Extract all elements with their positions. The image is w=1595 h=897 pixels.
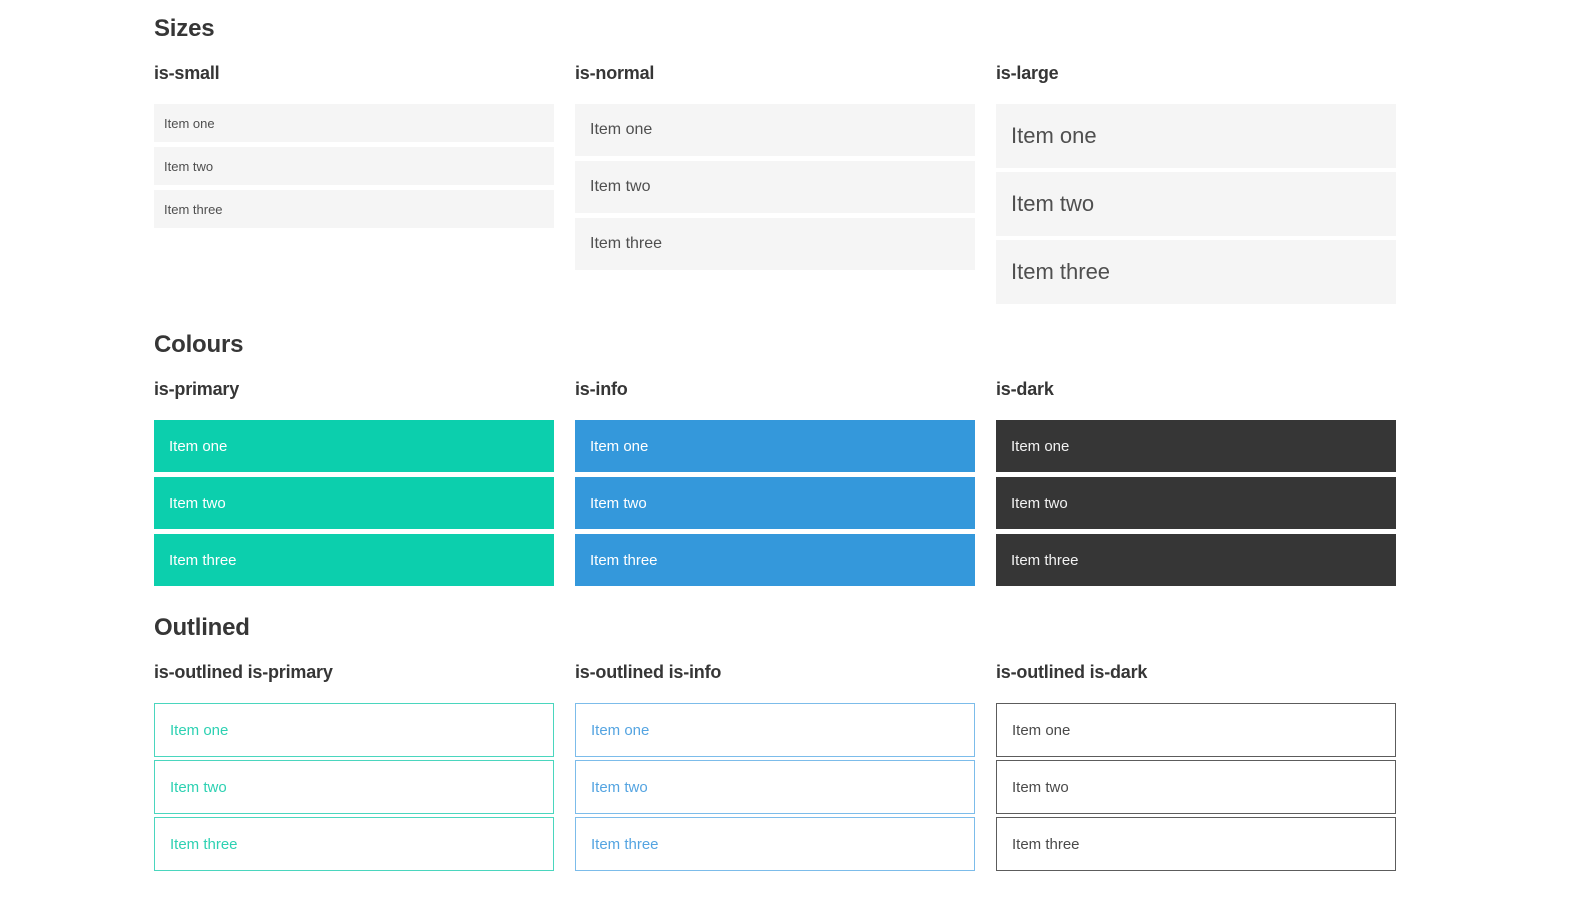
list-item[interactable]: Item two: [996, 172, 1396, 236]
list-item[interactable]: Item three: [996, 534, 1396, 586]
list-item[interactable]: Item two: [154, 477, 554, 529]
column-title: is-outlined is-primary: [154, 662, 333, 682]
list-item[interactable]: Item two: [575, 161, 975, 213]
list-item[interactable]: Item three: [154, 817, 554, 871]
list-item[interactable]: Item one: [996, 703, 1396, 757]
column-outlined-info: is-outlined is-info Item one Item two It…: [575, 661, 975, 874]
list-item[interactable]: Item three: [996, 817, 1396, 871]
column-title: is-dark: [996, 379, 1054, 399]
list-item[interactable]: Item three: [575, 817, 975, 871]
list-item[interactable]: Item three: [575, 534, 975, 586]
column-is-primary: is-primary Item one Item two Item three: [154, 378, 554, 591]
section-title-colours: Colours: [154, 331, 244, 358]
list-item[interactable]: Item one: [575, 104, 975, 156]
column-title: is-outlined is-info: [575, 662, 722, 682]
column-title: is-large: [996, 63, 1059, 83]
list-small: Item one Item two Item three: [154, 104, 554, 228]
section-outlined: Outlined is-outlined is-primary Item one…: [154, 613, 1396, 874]
column-outlined-dark: is-outlined is-dark Item one Item two It…: [996, 661, 1396, 874]
list-outlined-primary: Item one Item two Item three: [154, 703, 554, 871]
list-item[interactable]: Item two: [154, 147, 554, 185]
column-title: is-small: [154, 63, 220, 83]
list-item[interactable]: Item one: [575, 703, 975, 757]
column-title: is-primary: [154, 379, 240, 399]
section-title-outlined: Outlined: [154, 614, 250, 641]
list-item[interactable]: Item three: [996, 240, 1396, 304]
list-item[interactable]: Item one: [154, 420, 554, 472]
list-item[interactable]: Item two: [996, 477, 1396, 529]
list-item[interactable]: Item two: [575, 760, 975, 814]
outlined-columns: is-outlined is-primary Item one Item two…: [154, 661, 1396, 874]
list-item[interactable]: Item two: [996, 760, 1396, 814]
list-item[interactable]: Item three: [154, 190, 554, 228]
list-outlined-dark: Item one Item two Item three: [996, 703, 1396, 871]
list-item[interactable]: Item three: [154, 534, 554, 586]
list-item[interactable]: Item two: [575, 477, 975, 529]
list-dark: Item one Item two Item three: [996, 420, 1396, 586]
list-item[interactable]: Item one: [996, 420, 1396, 472]
sizes-columns: is-small Item one Item two Item three is…: [154, 62, 1396, 308]
column-outlined-primary: is-outlined is-primary Item one Item two…: [154, 661, 554, 874]
column-is-normal: is-normal Item one Item two Item three: [575, 62, 975, 275]
column-title: is-normal: [575, 63, 655, 83]
list-info: Item one Item two Item three: [575, 420, 975, 586]
list-item[interactable]: Item one: [154, 703, 554, 757]
section-sizes: Sizes is-small Item one Item two Item th…: [154, 14, 1396, 308]
column-is-info: is-info Item one Item two Item three: [575, 378, 975, 591]
column-is-dark: is-dark Item one Item two Item three: [996, 378, 1396, 591]
colours-columns: is-primary Item one Item two Item three …: [154, 378, 1396, 591]
list-item[interactable]: Item one: [575, 420, 975, 472]
list-outlined-info: Item one Item two Item three: [575, 703, 975, 871]
list-item[interactable]: Item one: [996, 104, 1396, 168]
column-title: is-info: [575, 379, 628, 399]
section-colours: Colours is-primary Item one Item two Ite…: [154, 330, 1396, 591]
section-title-sizes: Sizes: [154, 15, 215, 42]
column-is-small: is-small Item one Item two Item three: [154, 62, 554, 233]
list-item[interactable]: Item two: [154, 760, 554, 814]
column-is-large: is-large Item one Item two Item three: [996, 62, 1396, 308]
list-primary: Item one Item two Item three: [154, 420, 554, 586]
list-large: Item one Item two Item three: [996, 104, 1396, 304]
column-title: is-outlined is-dark: [996, 662, 1148, 682]
list-item[interactable]: Item three: [575, 218, 975, 270]
list-item[interactable]: Item one: [154, 104, 554, 142]
list-normal: Item one Item two Item three: [575, 104, 975, 270]
